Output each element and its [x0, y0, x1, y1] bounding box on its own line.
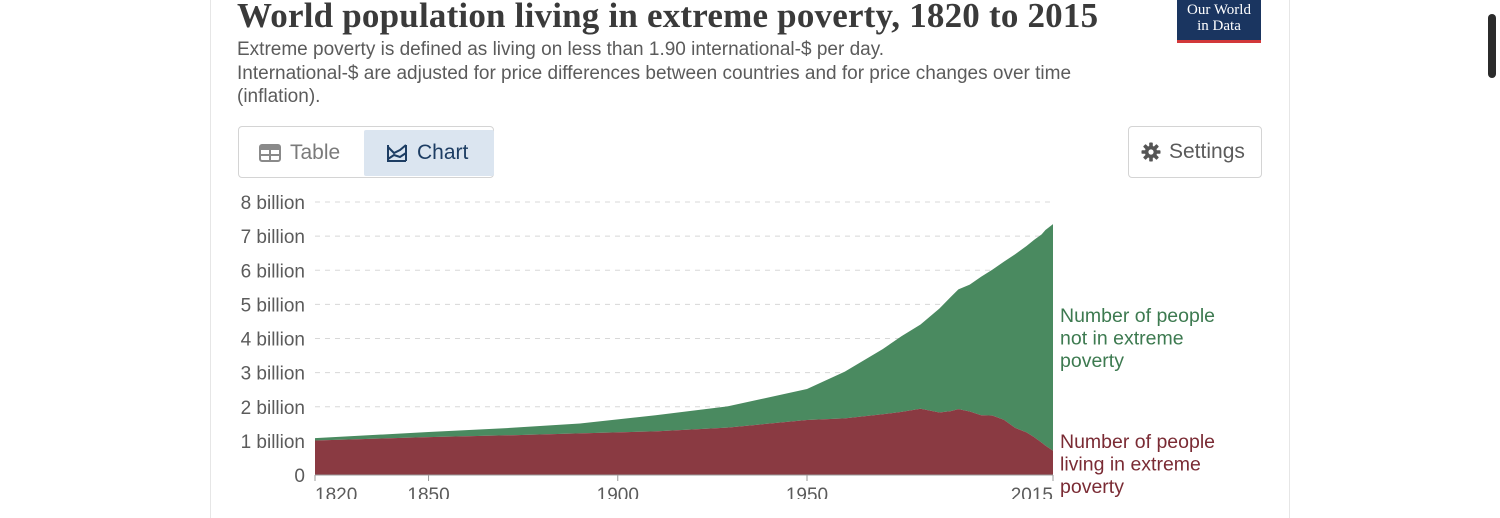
chart-subtitle: Extreme poverty is defined as living on … — [237, 38, 1137, 109]
logo-line-2: in Data — [1197, 18, 1241, 34]
x-tick-label: 1850 — [407, 485, 449, 499]
x-tick-label: 1820 — [315, 485, 357, 499]
subtitle-line-2: International-$ are adjusted for price d… — [237, 62, 1072, 108]
page-title: World population living in extreme pover… — [237, 0, 1099, 35]
x-tick-label: 1950 — [786, 485, 828, 499]
y-tick-label: 3 billion — [241, 364, 305, 385]
gear-icon — [1141, 142, 1161, 162]
tab-table-label: Table — [290, 141, 341, 164]
y-tick-label: 1 billion — [241, 432, 305, 453]
settings-button[interactable]: Settings — [1128, 126, 1262, 178]
scrollbar-thumb[interactable] — [1488, 14, 1496, 78]
settings-label: Settings — [1169, 140, 1245, 163]
y-tick-label: 7 billion — [241, 227, 305, 248]
y-tick-label: 0 — [294, 466, 305, 487]
y-tick-label: 6 billion — [241, 261, 305, 282]
y-tick-label: 5 billion — [241, 295, 305, 316]
series-label-poor: Number of people — [1060, 431, 1215, 453]
tab-chart[interactable]: Chart — [364, 130, 494, 176]
owid-logo[interactable]: Our World in Data — [1177, 0, 1261, 43]
view-tabs: Table Chart — [238, 126, 494, 178]
tab-table[interactable]: Table — [259, 130, 369, 176]
series-label-not-poor: not in extreme — [1060, 328, 1184, 350]
series-label-not-poor: poverty — [1060, 350, 1124, 372]
subtitle-line-1: Extreme poverty is defined as living on … — [237, 39, 885, 60]
series-label-poor: poverty — [1060, 476, 1124, 498]
x-tick-label: 1900 — [597, 485, 639, 499]
y-tick-label: 2 billion — [241, 398, 305, 419]
y-tick-label: 4 billion — [241, 330, 305, 351]
y-tick-label: 8 billion — [241, 193, 305, 214]
series-label-poor: living in extreme — [1060, 454, 1201, 476]
table-icon — [259, 144, 281, 162]
tab-chart-label: Chart — [417, 141, 469, 164]
poverty-area-chart: 0 1 billion 2 billion 3 billion 4 billion 5 b… — [241, 193, 1215, 499]
area-living-in-extreme-poverty — [315, 408, 1053, 475]
x-tick-label: 2015 — [1011, 485, 1053, 499]
logo-line-1: Our World — [1187, 2, 1251, 18]
chart-icon — [386, 143, 408, 163]
series-label-not-poor: Number of people — [1060, 305, 1215, 327]
area-not-in-extreme-poverty — [315, 224, 1053, 451]
